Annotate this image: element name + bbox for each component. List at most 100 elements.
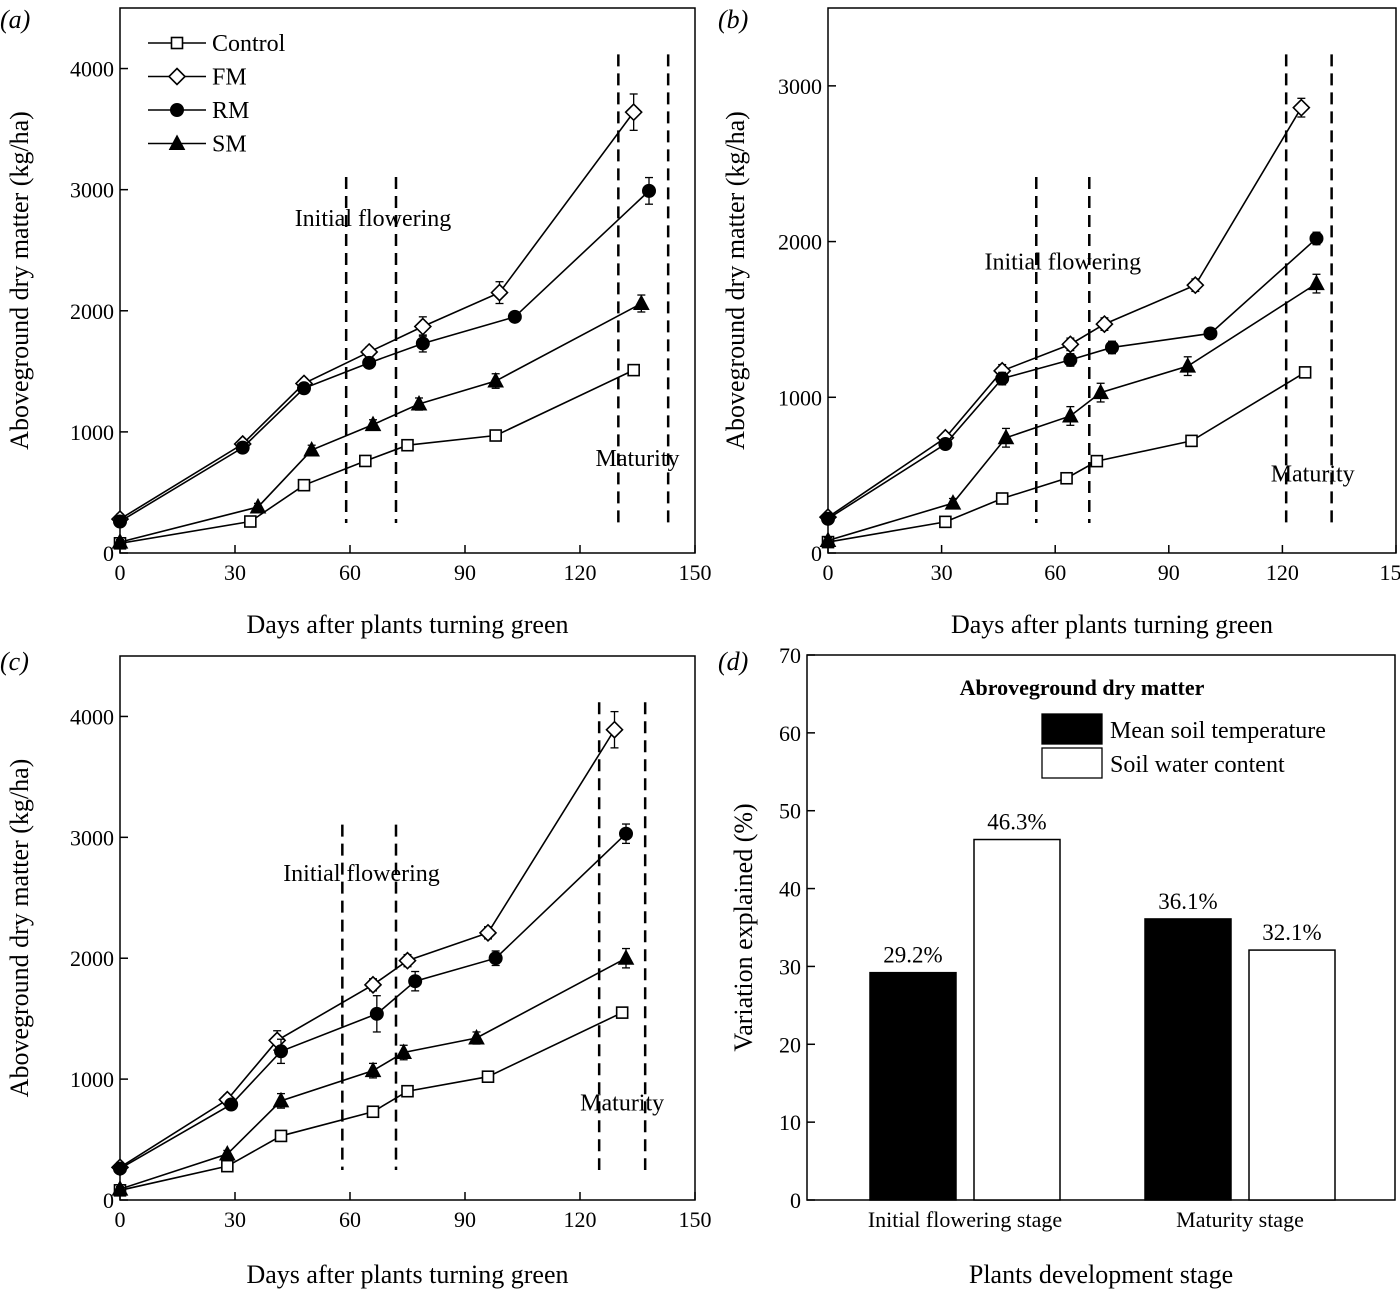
initial-flowering-label: Initial flowering bbox=[283, 861, 440, 887]
marker-rm bbox=[113, 514, 127, 529]
legend-entry: FM bbox=[212, 65, 247, 91]
bar-chart-panel: 0 10 20 30 40 50 60 70 Initial flowering stage 29… bbox=[718, 643, 1396, 1289]
marker-rm bbox=[113, 1161, 127, 1176]
marker-sm bbox=[1092, 383, 1109, 400]
x-tick-label: 0 bbox=[115, 1207, 126, 1232]
marker-sm bbox=[410, 394, 428, 411]
marker-sm bbox=[1062, 406, 1079, 423]
series-line-fm bbox=[119, 729, 616, 1169]
y-tick-label: 40 bbox=[779, 877, 801, 902]
marker-rm bbox=[362, 355, 377, 370]
marker-fm bbox=[398, 951, 417, 970]
y-axis-label: Aboveground dry matter (kg/ha) bbox=[5, 759, 34, 1098]
panel-label: (d) bbox=[718, 647, 748, 676]
line-chart-panel-2: 0 30 60 90 120 150 0 1000 2000 3000 4000 Initial fl… bbox=[0, 647, 712, 1289]
marker-rm bbox=[224, 1097, 239, 1112]
x-tick-label: 90 bbox=[454, 1207, 476, 1232]
marker-sm bbox=[632, 294, 650, 311]
marker-fm bbox=[490, 283, 509, 302]
marker-fm bbox=[478, 923, 498, 942]
marker-sm bbox=[468, 1028, 485, 1045]
marker-sm bbox=[303, 440, 321, 457]
marker-control bbox=[401, 438, 414, 452]
y-tick-label: 1000 bbox=[70, 420, 114, 445]
marker-rm bbox=[1309, 231, 1324, 246]
x-tick-label: 30 bbox=[931, 560, 953, 585]
y-tick-label: 1000 bbox=[778, 385, 822, 410]
bar-soil-water-content bbox=[1248, 949, 1336, 1201]
x-tick-label: 90 bbox=[454, 560, 476, 585]
marker-sm bbox=[168, 134, 186, 150]
marker-rm bbox=[1203, 326, 1218, 341]
bar-value-label: 36.1% bbox=[1158, 889, 1217, 914]
y-tick-label: 0 bbox=[811, 541, 822, 566]
x-tick-label: 0 bbox=[823, 560, 834, 585]
marker-control bbox=[489, 429, 502, 442]
maturity-label: Maturity bbox=[1271, 461, 1355, 487]
y-tick-label: 20 bbox=[779, 1032, 801, 1057]
series-line-control bbox=[119, 1011, 623, 1192]
marker-control bbox=[221, 1159, 234, 1173]
marker-sm bbox=[218, 1145, 236, 1161]
series-line-control bbox=[827, 371, 1306, 543]
x-category-label: Initial flowering stage bbox=[868, 1207, 1062, 1232]
marker-control bbox=[401, 1084, 414, 1098]
y-tick-label: 70 bbox=[779, 643, 801, 668]
y-tick-label: 4000 bbox=[70, 57, 114, 82]
marker-control bbox=[1090, 454, 1104, 468]
marker-rm bbox=[642, 183, 656, 198]
legend-swatch bbox=[1041, 747, 1103, 779]
y-tick-label: 60 bbox=[779, 721, 801, 746]
y-tick-label: 3000 bbox=[70, 178, 114, 203]
x-tick-label: 60 bbox=[339, 1207, 361, 1232]
marker-rm bbox=[297, 381, 311, 396]
marker-sm bbox=[997, 428, 1015, 445]
x-tick-label: 150 bbox=[1380, 560, 1400, 585]
legend-entry: Soil water content bbox=[1110, 752, 1285, 778]
marker-sm bbox=[364, 415, 382, 432]
marker-sm bbox=[819, 531, 837, 548]
marker-fm bbox=[413, 317, 432, 336]
marker-rm bbox=[369, 1006, 384, 1021]
x-tick-label: 90 bbox=[1158, 560, 1180, 585]
initial-flowering-label: Initial flowering bbox=[984, 250, 1141, 276]
x-axis-label: Days after plants turning green bbox=[246, 610, 568, 639]
x-axis-label: Days after plants turning green bbox=[951, 610, 1273, 639]
marker-control bbox=[939, 515, 952, 529]
marker-fm bbox=[605, 720, 624, 739]
series-line-fm bbox=[827, 107, 1303, 518]
marker-rm bbox=[938, 437, 953, 451]
x-axis-label: Plants development stage bbox=[969, 1260, 1233, 1289]
marker-control bbox=[274, 1129, 288, 1143]
y-axis-label: Aboveground dry matter (kg/ha) bbox=[721, 111, 750, 450]
marker-rm bbox=[821, 511, 835, 526]
bar-value-label: 29.2% bbox=[883, 943, 942, 968]
marker-sm bbox=[1179, 357, 1197, 373]
marker-control bbox=[481, 1070, 495, 1083]
maturity-label: Maturity bbox=[596, 446, 680, 472]
marker-sm bbox=[272, 1091, 290, 1108]
marker-sm bbox=[1308, 274, 1325, 291]
marker-sm bbox=[487, 371, 505, 388]
line-chart-panel-1: 0 30 60 90 120 150 0 1000 2000 3000 Initial flower… bbox=[718, 5, 1400, 639]
line-chart-panel-0: 0 30 60 90 120 150 0 1000 2000 3000 4000 Initial fl… bbox=[0, 5, 712, 639]
y-tick-label: 30 bbox=[779, 954, 801, 979]
x-tick-label: 0 bbox=[115, 560, 126, 585]
marker-sm bbox=[395, 1043, 413, 1060]
y-tick-label: 50 bbox=[779, 799, 801, 824]
initial-flowering-label: Initial flowering bbox=[295, 206, 452, 232]
y-tick-label: 2000 bbox=[778, 230, 822, 255]
plot-frame bbox=[119, 7, 696, 554]
marker-fm bbox=[1061, 335, 1080, 354]
bar-mean-soil-temperature bbox=[869, 971, 957, 1201]
marker-rm bbox=[408, 974, 423, 989]
marker-control bbox=[627, 363, 640, 377]
y-tick-label: 0 bbox=[790, 1188, 801, 1213]
bar-chart-title: Abroveground dry matter bbox=[960, 675, 1205, 700]
panel-label: (a) bbox=[0, 5, 30, 34]
marker-sm bbox=[617, 949, 635, 965]
plot-frame bbox=[806, 654, 1396, 1201]
marker-fm bbox=[363, 975, 383, 994]
legend-entry: Mean soil temperature bbox=[1110, 718, 1326, 744]
